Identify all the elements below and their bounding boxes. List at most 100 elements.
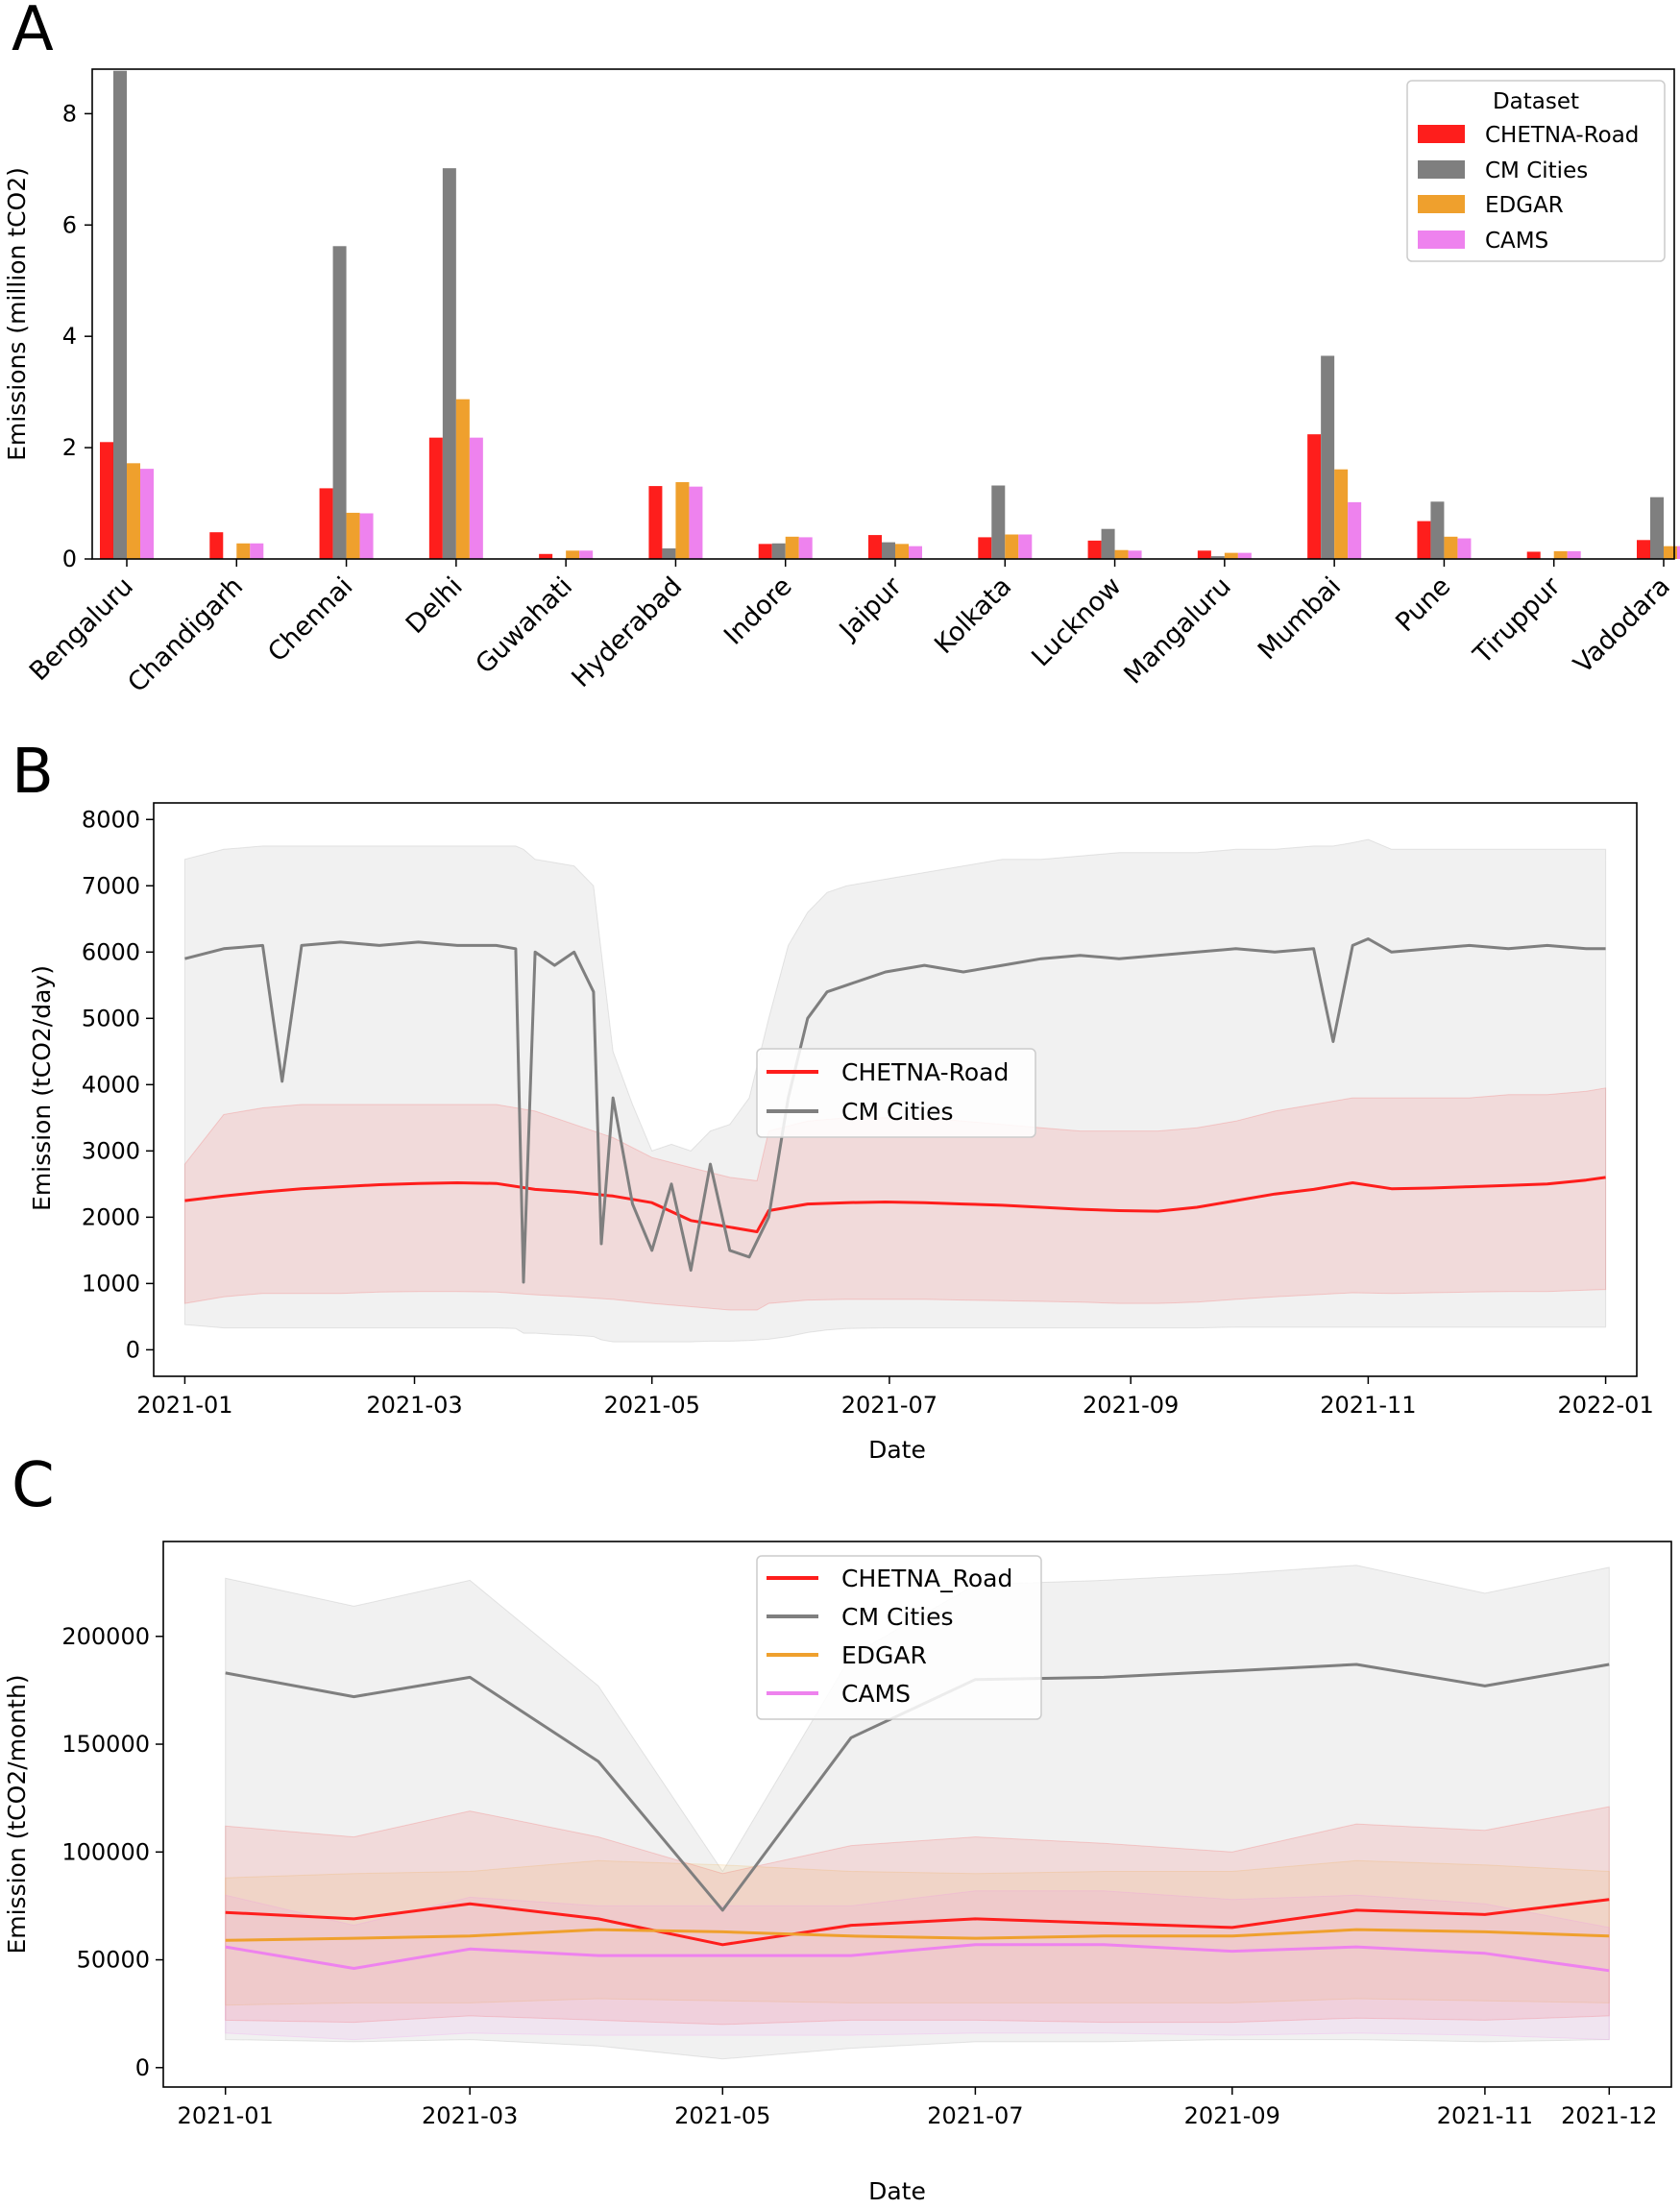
panel-c-axes-frame <box>162 1541 1672 2088</box>
bar-cams-chennai <box>359 513 374 559</box>
bar-chetna-road-vadodara <box>1637 540 1650 559</box>
y-tick-label: 4 <box>62 323 77 350</box>
bar-edgar-chandigarh <box>236 543 251 559</box>
bar-chetna-road-bengaluru <box>100 442 113 559</box>
x-tick-label-chandigarh: Chandigarh <box>122 571 249 698</box>
panel-label-c: C <box>12 1450 55 1521</box>
band-cams <box>225 1890 1610 2041</box>
bar-cm-cities-hyderabad <box>662 547 676 559</box>
y-tick-label: 100000 <box>61 1838 150 1865</box>
y-tick-label: 4000 <box>82 1071 140 1098</box>
bar-cams-mangaluru <box>1237 552 1252 559</box>
bar-chetna-road-indore <box>758 544 772 559</box>
panel-c-x-axis-label: Date <box>868 2177 926 2205</box>
panel-label-b: B <box>12 737 54 808</box>
panel-b-x-axis-label: Date <box>868 1436 926 1464</box>
bar-edgar-delhi <box>455 399 470 559</box>
x-tick-label-kolkata: Kolkata <box>929 571 1017 660</box>
x-tick-label-2021-05: 2021-05 <box>604 1392 700 1419</box>
legend-c-label-edgar: EDGAR <box>841 1641 927 1669</box>
bar-cm-cities-bengaluru <box>113 70 127 559</box>
bar-cm-cities-kolkata <box>991 485 1006 559</box>
panel-c-x-ticks: 2021-01 2021-03 2021-05 2021-07 2021-09 2021-… <box>178 2087 1657 2129</box>
bar-cm-cities-chennai <box>332 246 347 559</box>
y-tick-label: 150000 <box>61 1731 150 1758</box>
panel-a-bars <box>100 70 1680 559</box>
legend-a-label-cams: CAMS <box>1485 229 1548 254</box>
bar-edgar-kolkata <box>1005 534 1019 559</box>
x-tick-label-lucknow: Lucknow <box>1026 571 1127 672</box>
bar-cm-cities-indore <box>771 543 786 559</box>
line-chetna-road <box>225 1898 1610 1947</box>
panel-b-y-ticks: 0 1000 2000 3000 4000 5000 6000 7000 8000 <box>82 806 154 1363</box>
legend-b-label-chetna: CHETNA-Road <box>841 1058 1009 1086</box>
panel-a-y-ticks: 0 2 4 6 8 <box>62 100 92 572</box>
legend-a-swatch-cams <box>1418 231 1465 249</box>
bar-edgar-jaipur <box>895 544 909 559</box>
bar-cams-hyderabad <box>689 486 703 559</box>
bar-chetna-road-chennai <box>319 488 333 559</box>
panel-a-axes-frame <box>91 68 1675 560</box>
bar-edgar-vadodara <box>1664 546 1677 559</box>
legend-c-label-cm: CM Cities <box>841 1603 954 1631</box>
panel-c-y-axis-label: Emission (tCO2/month) <box>3 1674 31 1954</box>
bar-cams-indore <box>798 537 813 559</box>
panel-label-a: A <box>12 0 54 65</box>
y-tick-label: 50000 <box>77 1947 150 1974</box>
legend-a-label-cm: CM Cities <box>1485 158 1588 183</box>
bar-cm-cities-mumbai <box>1321 355 1335 559</box>
y-tick-label: 1000 <box>82 1270 140 1297</box>
x-tick-label-2021-05: 2021-05 <box>674 2102 770 2129</box>
bar-edgar-indore <box>785 536 799 559</box>
legend-a-label-chetna: CHETNA-Road <box>1485 123 1639 148</box>
bar-edgar-bengaluru <box>127 463 140 559</box>
y-tick-label: 3000 <box>82 1137 140 1164</box>
y-tick-label: 2000 <box>82 1203 140 1230</box>
bar-chetna-road-pune <box>1417 521 1431 559</box>
bar-cm-cities-mangaluru <box>1210 556 1225 559</box>
x-tick-label-2021-01: 2021-01 <box>136 1392 232 1419</box>
bar-chetna-road-lucknow <box>1087 540 1102 559</box>
y-tick-label: 6 <box>62 211 77 238</box>
panel-a-legend: Dataset CHETNA-Road CM Cities EDGAR CAMS <box>1406 80 1666 262</box>
bar-chetna-road-hyderabad <box>648 486 663 559</box>
panel-c-legend: CHETNA_Road CM Cities EDGAR CAMS <box>756 1555 1042 1720</box>
bar-edgar-hyderabad <box>675 482 690 559</box>
line-edgar <box>225 1928 1610 1942</box>
y-tick-label: 0 <box>62 546 77 572</box>
bar-cams-delhi <box>469 437 483 559</box>
panel-c-y-ticks: 0 50000 100000 150000 200000 <box>61 1623 163 2081</box>
bar-cams-guwahati <box>579 550 594 559</box>
legend-c-label-cams: CAMS <box>841 1680 911 1708</box>
x-tick-label-2022-01: 2022-01 <box>1557 1392 1653 1419</box>
bar-cams-jaipur <box>909 546 922 559</box>
x-tick-label-pune: Pune <box>1390 571 1456 638</box>
band-edgar <box>225 1859 1610 2006</box>
x-tick-label-2021-12: 2021-12 <box>1561 2102 1657 2129</box>
line-cams <box>225 1943 1610 1973</box>
bar-edgar-tiruppur <box>1553 550 1568 559</box>
y-tick-label: 7000 <box>82 872 140 899</box>
bar-cm-cities-pune <box>1430 501 1445 559</box>
bar-edgar-mangaluru <box>1224 552 1238 559</box>
panel-b-x-ticks: 2021-01 2021-03 2021-05 2021-07 2021-09 2021-… <box>136 1376 1654 1419</box>
x-tick-label-2021-07: 2021-07 <box>841 1392 937 1419</box>
bar-cm-cities-vadodara <box>1650 497 1664 559</box>
y-tick-label: 8000 <box>82 806 140 833</box>
bar-cm-cities-jaipur <box>882 542 895 559</box>
bar-chetna-road-delhi <box>428 437 443 559</box>
x-tick-label-jaipur: Jaipur <box>833 570 909 646</box>
bar-edgar-guwahati <box>566 550 580 559</box>
y-tick-label: 200000 <box>61 1623 150 1650</box>
bar-chetna-road-mumbai <box>1307 434 1322 559</box>
bar-edgar-mumbai <box>1334 469 1349 559</box>
y-tick-label: 5000 <box>82 1005 140 1032</box>
bar-cams-vadodara <box>1677 546 1680 559</box>
bar-cams-pune <box>1457 538 1472 559</box>
panel-b-series-lines <box>184 937 1606 1284</box>
bar-chetna-road-guwahati <box>539 553 553 559</box>
line-cm-cities <box>184 937 1606 1284</box>
